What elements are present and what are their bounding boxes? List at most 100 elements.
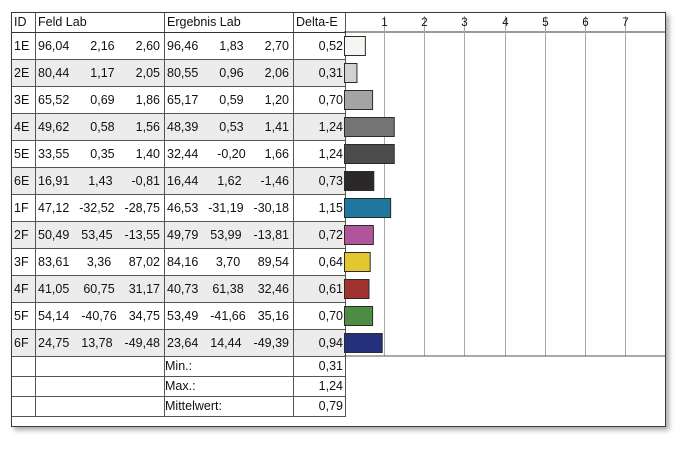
empty-cell	[35, 396, 165, 417]
lab-a-value: 3,36	[86, 255, 112, 269]
table-row: 2E 80,44 1,17 2,05 80,55 0,96 2,06 0,31	[12, 59, 346, 87]
lab-b-value: -49,39	[253, 336, 289, 350]
lab-values: 80,55 0,96 2,06	[165, 60, 293, 86]
field-lab-cell: 41,05 60,75 31,17	[35, 275, 165, 303]
lab-a-value: 0,53	[219, 120, 244, 134]
lab-l-value: 96,04	[38, 39, 70, 53]
bar-1e	[344, 36, 366, 56]
lab-b-value: 32,46	[257, 282, 289, 296]
bar-4f	[344, 279, 370, 299]
lab-a-value: 60,75	[83, 282, 115, 296]
lab-values: 49,62 0,58 1,56	[36, 114, 164, 140]
header-id: ID	[12, 13, 36, 33]
lab-b-value: -30,18	[253, 201, 289, 215]
lab-a-value: 0,58	[90, 120, 115, 134]
lab-a-value: 1,17	[90, 66, 115, 80]
header-result-lab: Ergebnis Lab	[164, 13, 294, 33]
lab-a-value: 1,43	[88, 174, 113, 188]
stat-value: 0,31	[293, 356, 346, 377]
stat-label: Max.:	[164, 376, 294, 397]
lab-l-value: 46,53	[167, 201, 199, 215]
field-lab-cell: 54,14 -40,76 34,75	[35, 302, 165, 330]
field-lab-cell: 47,12 -32,52 -28,75	[35, 194, 165, 222]
lab-b-value: 2,60	[135, 39, 160, 53]
lab-values: 16,91 1,43 -0,81	[36, 168, 164, 194]
lab-l-value: 23,64	[167, 336, 199, 350]
table-row: 3E 65,52 0,69 1,86 65,17 0,59 1,20 0,70	[12, 86, 346, 114]
lab-l-value: 84,16	[167, 255, 199, 269]
delta-e-value: 0,70	[293, 302, 346, 330]
field-lab-cell: 16,91 1,43 -0,81	[35, 167, 165, 195]
lab-b-value: 87,02	[128, 255, 160, 269]
table-row: 1E 96,04 2,16 2,60 96,46 1,83 2,70 0,52	[12, 32, 346, 60]
lab-l-value: 48,39	[167, 120, 199, 134]
lab-b-value: 1,20	[264, 93, 289, 107]
lab-a-value: -31,19	[208, 201, 244, 215]
result-lab-cell: 53,49 -41,66 35,16	[164, 302, 294, 330]
lab-values: 54,14 -40,76 34,75	[36, 303, 164, 329]
bar-6e	[344, 171, 375, 191]
delta-e-value: 0,61	[293, 275, 346, 303]
stat-row: Max.: 1,24	[12, 376, 346, 397]
header-delta-e: Delta-E	[293, 13, 346, 33]
lab-l-value: 49,62	[38, 120, 70, 134]
lab-values: 48,39 0,53 1,41	[165, 114, 293, 140]
lab-b-value: 1,41	[264, 120, 289, 134]
lab-l-value: 54,14	[38, 309, 70, 323]
lab-b-value: 31,17	[128, 282, 160, 296]
lab-a-value: 53,45	[81, 228, 113, 242]
bar-4e	[344, 117, 395, 137]
header-field-lab: Feld Lab	[35, 13, 165, 33]
table-row: 1F 47,12 -32,52 -28,75 46,53 -31,19 -30,18 1,15	[12, 194, 346, 222]
lab-values: 53,49 -41,66 35,16	[165, 303, 293, 329]
result-lab-cell: 23,64 14,44 -49,39	[164, 329, 294, 357]
lab-b-value: -0,81	[131, 174, 161, 188]
tick-label: 6	[582, 17, 588, 29]
lab-a-value: 61,38	[212, 282, 244, 296]
lab-b-value: 1,86	[135, 93, 160, 107]
lab-l-value: 65,17	[167, 93, 199, 107]
lab-values: 65,52 0,69 1,86	[36, 87, 164, 113]
lab-b-value: 2,70	[264, 39, 289, 53]
table-row: 4F 41,05 60,75 31,17 40,73 61,38 32,46 0,61	[12, 275, 346, 303]
stat-label: Mittelwert:	[164, 396, 294, 417]
row-id: 2F	[12, 221, 36, 249]
field-lab-cell: 83,61 3,36 87,02	[35, 248, 165, 276]
lab-values: 40,73 61,38 32,46	[165, 276, 293, 302]
lab-b-value: 1,66	[264, 147, 289, 161]
lab-a-value: 1,83	[219, 39, 244, 53]
table-row: 2F 50,49 53,45 -13,55 49,79 53,99 -13,81 0,72	[12, 221, 346, 249]
lab-a-value: 0,35	[90, 147, 115, 161]
lab-a-value: -0,20	[217, 147, 246, 161]
stat-value: 0,79	[293, 396, 346, 417]
row-id: 5F	[12, 302, 36, 330]
table-row: 6F 24,75 13,78 -49,48 23,64 14,44 -49,39 0,94	[12, 329, 346, 357]
empty-cell	[35, 356, 165, 377]
lab-values: 49,79 53,99 -13,81	[165, 222, 293, 248]
row-id: 6E	[12, 167, 36, 195]
field-lab-cell: 96,04 2,16 2,60	[35, 32, 165, 60]
lab-b-value: -28,75	[124, 201, 160, 215]
row-id: 1F	[12, 194, 36, 222]
lab-values: 96,04 2,16 2,60	[36, 33, 164, 59]
lab-a-value: -32,52	[79, 201, 115, 215]
result-lab-cell: 80,55 0,96 2,06	[164, 59, 294, 87]
table-row: 5E 33,55 0,35 1,40 32,44 -0,20 1,66 1,24	[12, 140, 346, 168]
lab-values: 33,55 0,35 1,40	[36, 141, 164, 167]
tick-label: 5	[542, 17, 548, 29]
lab-b-value: 89,54	[257, 255, 289, 269]
lab-b-value: -1,46	[260, 174, 290, 188]
bar-1f	[344, 198, 392, 218]
lab-a-value: 13,78	[81, 336, 113, 350]
lab-l-value: 32,44	[167, 147, 199, 161]
bar-3e	[344, 90, 374, 110]
tick-label: 3	[461, 17, 467, 29]
table-row: 5F 54,14 -40,76 34,75 53,49 -41,66 35,16 0,70	[12, 302, 346, 330]
lab-l-value: 96,46	[167, 39, 199, 53]
lab-l-value: 80,44	[38, 66, 70, 80]
row-id: 4F	[12, 275, 36, 303]
lab-a-value: 1,62	[217, 174, 242, 188]
result-lab-cell: 96,46 1,83 2,70	[164, 32, 294, 60]
lab-a-value: 0,69	[90, 93, 115, 107]
lab-l-value: 65,52	[38, 93, 70, 107]
